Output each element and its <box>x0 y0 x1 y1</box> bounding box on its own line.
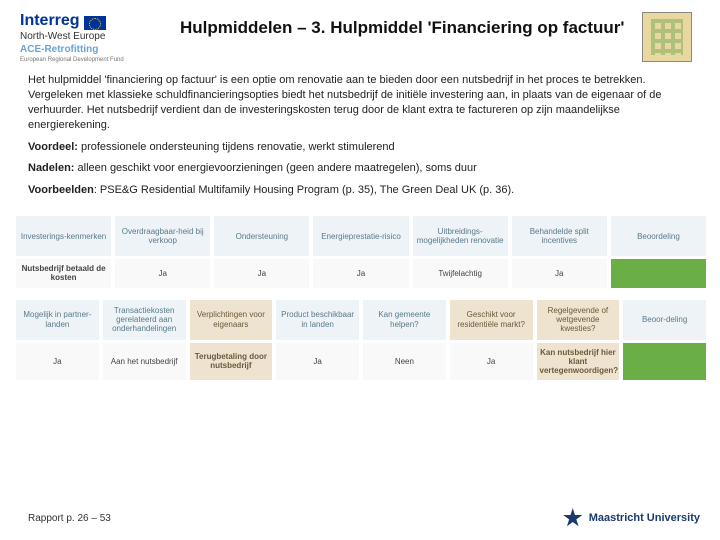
voorbeelden-text: : PSE&G Residential Multifamily Housing … <box>94 184 514 196</box>
t2-h4: Kan gemeente helpen? <box>363 300 446 340</box>
t2-h6: Regelgevende of wetgevende kwesties? <box>537 300 620 340</box>
t1-h2: Ondersteuning <box>214 216 309 256</box>
t1-h6: Beoordeling <box>611 216 706 256</box>
voordeel-line: Voordeel: professionele ondersteuning ti… <box>28 140 690 155</box>
t1-c3: Ja <box>313 259 408 287</box>
table-1-header-row: Investerings-kenmerken Overdraagbaar-hei… <box>16 216 706 256</box>
t2-h5: Geschikt voor residentiële markt? <box>450 300 533 340</box>
um-text: Maastricht University <box>589 512 700 524</box>
header: Interreg North-West Europe ACE-Retrofitt… <box>0 0 720 67</box>
table-1-data-row: Nutsbedrijf betaald de kosten Ja Ja Ja T… <box>16 259 706 287</box>
t2-c7 <box>623 343 706 381</box>
voordeel-text: professionele ondersteuning tijdens reno… <box>78 141 395 153</box>
page-title: Hulpmiddelen – 3. Hulpmiddel 'Financieri… <box>180 12 632 38</box>
t2-h0: Mogelijk in partner-landen <box>16 300 99 340</box>
t2-c2: Terugbetaling door nutsbedrijf <box>190 343 273 381</box>
footer-page-ref: Rapport p. 26 – 53 <box>28 513 111 524</box>
t1-h0: Investerings-kenmerken <box>16 216 111 256</box>
footer: Rapport p. 26 – 53 Maastricht University <box>28 508 700 528</box>
maastricht-logo: Maastricht University <box>563 508 700 528</box>
building-icon <box>642 12 692 62</box>
body-text: Het hulpmiddel 'financiering op factuur'… <box>0 67 720 198</box>
interreg-logo: Interreg North-West Europe ACE-Retrofitt… <box>20 12 170 63</box>
logo-ace: ACE-Retrofitting <box>20 44 170 55</box>
t1-c6 <box>611 259 706 287</box>
t1-c0: Nutsbedrijf betaald de kosten <box>16 259 111 287</box>
t2-c3: Ja <box>276 343 359 381</box>
table-2-header-row: Mogelijk in partner-landen Transactiekos… <box>16 300 706 340</box>
t2-c5: Ja <box>450 343 533 381</box>
t1-h1: Overdraagbaar-heid bij verkoop <box>115 216 210 256</box>
nadelen-line: Nadelen: alleen geschikt voor energievoo… <box>28 161 690 176</box>
t1-h3: Energieprestatie-risico <box>313 216 408 256</box>
t2-c1: Aan het nutsbedrijf <box>103 343 186 381</box>
tables-area: Investerings-kenmerken Overdraagbaar-hei… <box>0 205 720 383</box>
t1-c4: Twijfelachtig <box>413 259 508 287</box>
t2-c4: Neen <box>363 343 446 381</box>
t2-c0: Ja <box>16 343 99 381</box>
t2-h1: Transactiekosten gerelateerd aan onderha… <box>103 300 186 340</box>
voorbeelden-label: Voorbeelden <box>28 184 94 196</box>
t2-h2: Verplichtingen voor eigenaars <box>190 300 273 340</box>
nadelen-label: Nadelen: <box>28 162 74 174</box>
t2-c6: Kan nutsbedrijf hier klant vertegenwoord… <box>537 343 620 381</box>
logo-nw: North-West Europe <box>20 31 170 42</box>
logo-interreg-text: Interreg <box>20 12 80 29</box>
t1-c5: Ja <box>512 259 607 287</box>
t2-h7: Beoor-deling <box>623 300 706 340</box>
eu-flag-icon <box>84 16 106 30</box>
voorbeelden-line: Voorbeelden: PSE&G Residential Multifami… <box>28 183 690 198</box>
table-2: Mogelijk in partner-landen Transactiekos… <box>12 297 710 384</box>
voordeel-label: Voordeel: <box>28 141 78 153</box>
t1-c1: Ja <box>115 259 210 287</box>
intro-paragraph: Het hulpmiddel 'financiering op factuur'… <box>28 73 690 132</box>
table-1: Investerings-kenmerken Overdraagbaar-hei… <box>12 213 710 290</box>
t1-h4: Uitbreidings-mogelijkheden renovatie <box>413 216 508 256</box>
um-star-icon <box>563 508 583 528</box>
table-2-data-row: Ja Aan het nutsbedrijf Terugbetaling doo… <box>16 343 706 381</box>
logo-sub: European Regional Development Fund <box>20 57 170 64</box>
t2-h3: Product beschikbaar in landen <box>276 300 359 340</box>
nadelen-text: alleen geschikt voor energievoorzieninge… <box>74 162 476 174</box>
t1-h5: Behandelde split incentives <box>512 216 607 256</box>
t1-c2: Ja <box>214 259 309 287</box>
